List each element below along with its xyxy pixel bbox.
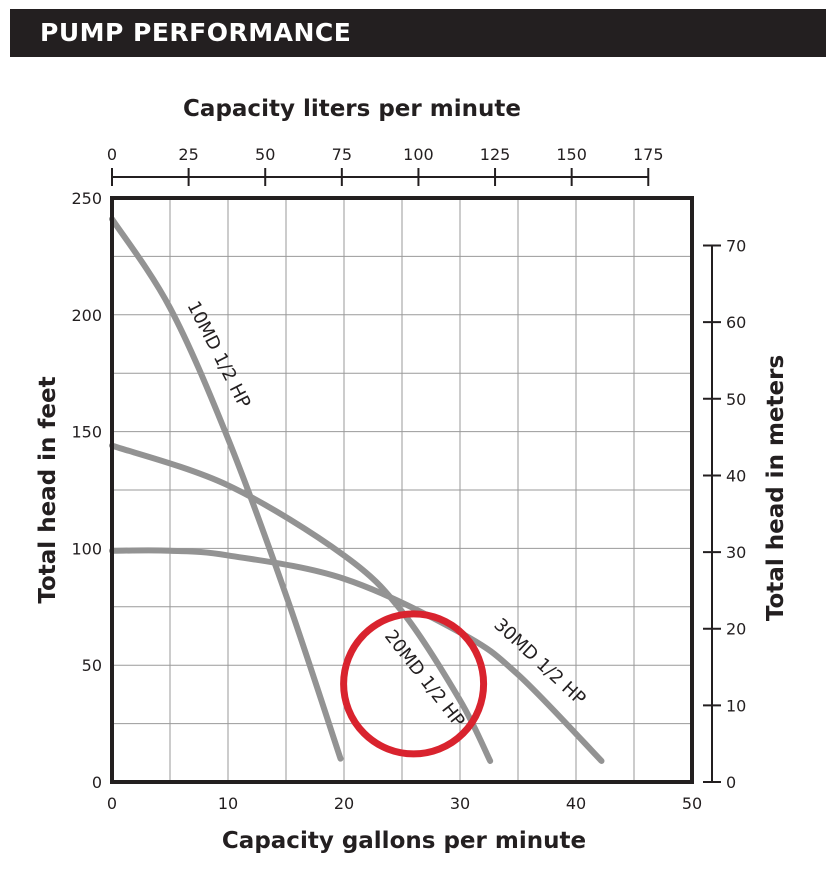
highlight-circle — [340, 610, 488, 758]
performance-curves — [109, 216, 605, 764]
x2-tick-label: 50 — [255, 145, 275, 164]
plot-frame — [110, 196, 694, 784]
x-tick-label: 50 — [682, 794, 702, 813]
y2-tick-label: 50 — [726, 390, 746, 409]
x-tick-label: 30 — [450, 794, 470, 813]
title-bar: PUMP PERFORMANCE — [10, 9, 826, 57]
y2-tick-label: 0 — [726, 773, 736, 792]
left-axis-title: Total head in feet — [35, 376, 61, 603]
y2-tick-label: 30 — [726, 543, 746, 562]
x2-tick-label: 125 — [480, 145, 511, 164]
x-tick-label: 40 — [566, 794, 586, 813]
right-axis-title: Total head in meters — [763, 355, 789, 621]
x2-tick-label: 175 — [633, 145, 664, 164]
y-tick-label: 0 — [92, 773, 102, 792]
x-tick-label: 20 — [334, 794, 354, 813]
y-tick-label: 100 — [71, 539, 102, 558]
curve-30md — [109, 547, 605, 764]
x2-tick-label: 150 — [556, 145, 587, 164]
x2-tick-label: 75 — [332, 145, 352, 164]
y2-tick-label: 40 — [726, 466, 746, 485]
page-title: PUMP PERFORMANCE — [40, 18, 352, 47]
y-tick-label: 200 — [71, 306, 102, 325]
curve-10md — [109, 216, 344, 762]
y2-tick-label: 20 — [726, 620, 746, 639]
bottom-axis-title: Capacity gallons per minute — [222, 828, 586, 854]
curve-20md — [109, 442, 494, 764]
y-tick-label: 50 — [82, 656, 102, 675]
x2-tick-label: 25 — [178, 145, 198, 164]
y-tick-label: 250 — [71, 189, 102, 208]
x2-tick-label: 0 — [107, 145, 117, 164]
x2-tick-label: 100 — [403, 145, 434, 164]
top-axis-title: Capacity liters per minute — [183, 96, 521, 122]
y-tick-label: 150 — [71, 423, 102, 442]
y2-tick-label: 60 — [726, 313, 746, 332]
x-tick-label: 10 — [218, 794, 238, 813]
y2-tick-label: 70 — [726, 237, 746, 256]
y2-tick-label: 10 — [726, 696, 746, 715]
grid-lines — [112, 198, 692, 782]
x-tick-label: 0 — [107, 794, 117, 813]
